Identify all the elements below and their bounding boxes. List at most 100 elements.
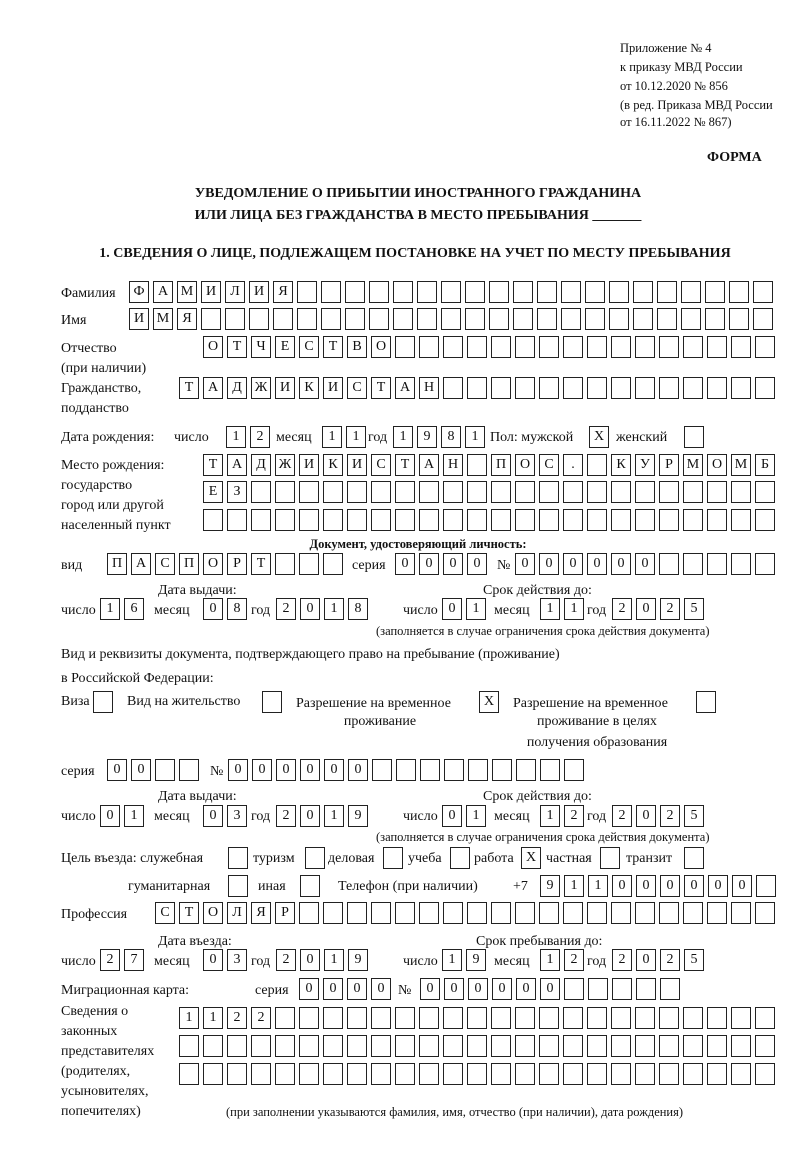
birthplace3-cell[interactable] xyxy=(491,509,511,531)
surname-cell[interactable] xyxy=(657,281,677,303)
surname-cell[interactable] xyxy=(369,281,389,303)
profession-cell[interactable] xyxy=(611,902,631,924)
profession-cell[interactable]: Я xyxy=(251,902,271,924)
patronymic-cell[interactable] xyxy=(539,336,559,358)
citizenship-cell[interactable]: И xyxy=(275,377,295,399)
name-cell[interactable] xyxy=(273,308,293,330)
doc-kind-cell[interactable] xyxy=(323,553,343,575)
birthplace3-cell[interactable] xyxy=(659,509,679,531)
citizenship-cell[interactable] xyxy=(491,377,511,399)
reps3-cell[interactable] xyxy=(371,1063,391,1085)
reps1-cell[interactable] xyxy=(323,1007,343,1029)
rd-number-cell[interactable] xyxy=(516,759,536,781)
birthplace3-cell[interactable] xyxy=(635,509,655,531)
birthplace1-cell[interactable]: Р xyxy=(659,454,679,476)
reps1-cell[interactable] xyxy=(611,1007,631,1029)
patronymic-cell[interactable] xyxy=(419,336,439,358)
reps2-cell[interactable] xyxy=(515,1035,535,1057)
citizenship-cell[interactable] xyxy=(539,377,559,399)
patronymic-cell[interactable]: О xyxy=(371,336,391,358)
birthplace2-cell[interactable] xyxy=(299,481,319,503)
birthplace3-cell[interactable] xyxy=(395,509,415,531)
reps3-cell[interactable] xyxy=(515,1063,535,1085)
birthplace2-cell[interactable]: Е xyxy=(203,481,223,503)
reps2-cell[interactable] xyxy=(179,1035,199,1057)
birthplace3-cell[interactable] xyxy=(755,509,775,531)
citizenship-cell[interactable]: Н xyxy=(419,377,439,399)
birthplace2-cell[interactable] xyxy=(539,481,559,503)
p-transit-cell[interactable] xyxy=(684,847,704,869)
reps2-cell[interactable] xyxy=(611,1035,631,1057)
birthplace1-cell[interactable]: . xyxy=(563,454,583,476)
rd-issue-month-cell[interactable]: 3 xyxy=(227,805,247,827)
sex-female-cell[interactable] xyxy=(684,426,704,448)
name-cell[interactable] xyxy=(513,308,533,330)
birthplace1-cell[interactable]: У xyxy=(635,454,655,476)
doc-valid-year-cell[interactable]: 0 xyxy=(636,598,656,620)
birthplace2-cell[interactable] xyxy=(419,481,439,503)
reps3-cell[interactable] xyxy=(467,1063,487,1085)
birthplace3-cell[interactable] xyxy=(683,509,703,531)
doc-kind-cell[interactable]: А xyxy=(131,553,151,575)
stay-month-cell[interactable]: 2 xyxy=(564,949,584,971)
mc-series-cell[interactable]: 0 xyxy=(299,978,319,1000)
entry-year-cell[interactable]: 0 xyxy=(300,949,320,971)
birthplace3-cell[interactable] xyxy=(323,509,343,531)
birthplace3-cell[interactable] xyxy=(419,509,439,531)
surname-cell[interactable]: А xyxy=(153,281,173,303)
rd-valid-month-cell[interactable]: 2 xyxy=(564,805,584,827)
reps1-cell[interactable] xyxy=(539,1007,559,1029)
mc-number-cell[interactable]: 0 xyxy=(468,978,488,1000)
p-humanitarian-cell[interactable] xyxy=(228,875,248,897)
doc-series-cell[interactable]: 0 xyxy=(419,553,439,575)
surname-cell[interactable] xyxy=(585,281,605,303)
entry-day-cell[interactable]: 7 xyxy=(124,949,144,971)
citizenship-cell[interactable] xyxy=(515,377,535,399)
patronymic-cell[interactable]: О xyxy=(203,336,223,358)
doc-number-cell[interactable]: 0 xyxy=(539,553,559,575)
reps1-cell[interactable] xyxy=(443,1007,463,1029)
citizenship-cell[interactable] xyxy=(659,377,679,399)
name-cell[interactable] xyxy=(345,308,365,330)
reps3-cell[interactable] xyxy=(323,1063,343,1085)
rd-number-cell[interactable]: 0 xyxy=(276,759,296,781)
reps3-cell[interactable] xyxy=(659,1063,679,1085)
birthplace1-cell[interactable]: К xyxy=(323,454,343,476)
rd-number-cell[interactable] xyxy=(492,759,512,781)
phone-cell[interactable]: 0 xyxy=(636,875,656,897)
rd-issue-year-cell[interactable]: 2 xyxy=(276,805,296,827)
doc-valid-year-cell[interactable]: 2 xyxy=(660,598,680,620)
birthplace3-cell[interactable] xyxy=(731,509,751,531)
reps2-cell[interactable] xyxy=(347,1035,367,1057)
birthplace2-cell[interactable] xyxy=(731,481,751,503)
patronymic-cell[interactable]: Т xyxy=(227,336,247,358)
rd-valid-year-cell[interactable]: 0 xyxy=(636,805,656,827)
profession-cell[interactable] xyxy=(659,902,679,924)
reps1-cell[interactable] xyxy=(587,1007,607,1029)
mc-number-cell[interactable]: 0 xyxy=(516,978,536,1000)
profession-cell[interactable]: Л xyxy=(227,902,247,924)
name-cell[interactable] xyxy=(465,308,485,330)
doc-valid-day-cell[interactable]: 1 xyxy=(466,598,486,620)
phone-cell[interactable]: 1 xyxy=(564,875,584,897)
citizenship-cell[interactable] xyxy=(707,377,727,399)
reps2-cell[interactable] xyxy=(587,1035,607,1057)
name-cell[interactable]: Я xyxy=(177,308,197,330)
name-cell[interactable] xyxy=(657,308,677,330)
profession-cell[interactable] xyxy=(635,902,655,924)
patronymic-cell[interactable]: С xyxy=(299,336,319,358)
surname-cell[interactable]: И xyxy=(201,281,221,303)
profession-cell[interactable]: Р xyxy=(275,902,295,924)
rd-series-cell[interactable]: 0 xyxy=(131,759,151,781)
birthplace3-cell[interactable] xyxy=(515,509,535,531)
patronymic-cell[interactable] xyxy=(395,336,415,358)
reps2-cell[interactable] xyxy=(491,1035,511,1057)
profession-cell[interactable]: О xyxy=(203,902,223,924)
profession-cell[interactable] xyxy=(515,902,535,924)
surname-cell[interactable] xyxy=(513,281,533,303)
mc-series-cell[interactable]: 0 xyxy=(323,978,343,1000)
rd-issue-year-cell[interactable]: 0 xyxy=(300,805,320,827)
birthplace2-cell[interactable] xyxy=(491,481,511,503)
visa-cell[interactable] xyxy=(93,691,113,713)
citizenship-cell[interactable]: А xyxy=(203,377,223,399)
